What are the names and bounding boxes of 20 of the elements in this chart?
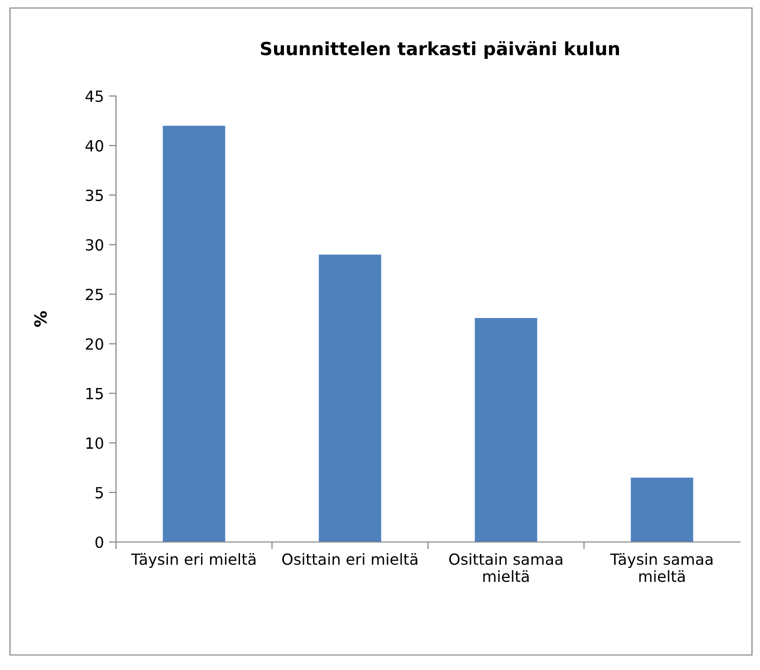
y-tick-label: 45 [86,90,103,102]
x-tick-label: Täysin samaa mieltä [610,553,712,582]
x-tick-label: Osittain samaa mieltä [449,553,562,582]
y-tick-label: 0 [95,536,104,548]
y-tick-label: 40 [86,140,104,152]
bar [318,254,382,542]
y-tick-label: 30 [86,239,104,251]
y-tick-label: 20 [86,338,104,350]
chart-title: Suunnittelen tarkasti päiväni kulun [260,41,619,59]
bar [162,126,226,542]
y-axis-title: % [34,311,47,327]
x-tick-label: Täysin eri mieltä [131,553,256,568]
x-tick-label: Osittain eri mieltä [282,553,418,565]
y-tick-label: 25 [86,288,103,300]
y-tick-label: 5 [96,487,103,498]
bar [474,318,538,542]
y-tick-label: 15 [86,388,103,400]
y-tick-label: 10 [86,437,104,449]
bar [630,478,694,542]
y-tick-label: 35 [86,190,103,202]
